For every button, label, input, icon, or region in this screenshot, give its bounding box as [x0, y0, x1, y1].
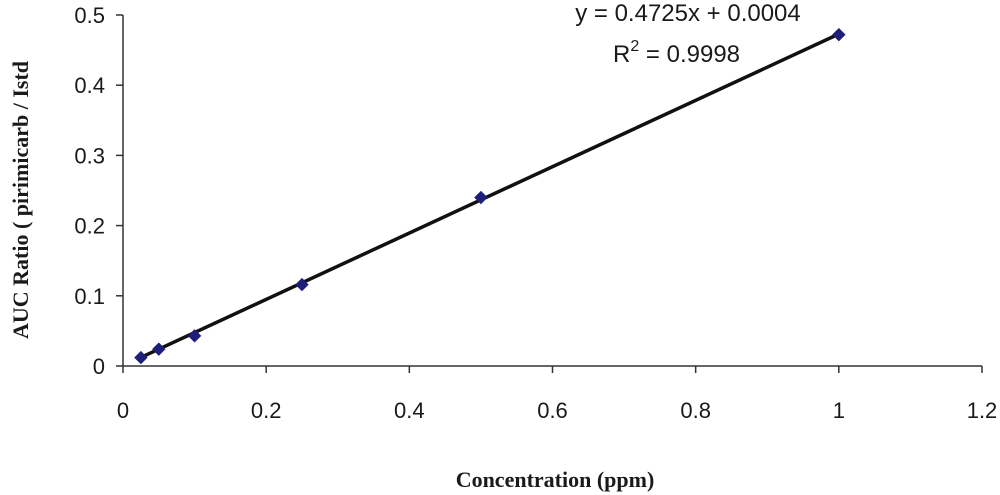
data-point	[134, 350, 148, 365]
trendline-equation: y = 0.4725x + 0.0004	[575, 0, 801, 27]
y-ticks: 0 0.1 0.2 0.3 0.4 0.5	[74, 3, 123, 379]
x-tick-label: 0.2	[251, 398, 282, 423]
x-tick-label: 1	[833, 398, 845, 423]
data-point	[474, 190, 488, 205]
y-tick-label: 0.2	[74, 214, 105, 239]
x-tick-label: 0.8	[680, 398, 711, 423]
y-axis-title: AUC Ratio ( pirimicarb / Istd	[8, 61, 33, 339]
axes	[122, 15, 982, 367]
y-tick-label: 0.1	[74, 284, 105, 309]
r-squared-label: R2 = 0.9998	[613, 38, 740, 68]
x-tick-label: 0.4	[394, 398, 425, 423]
y-tick-label: 0	[93, 354, 105, 379]
x-axis-title: Concentration (ppm)	[456, 467, 655, 492]
x-tick-label: 0.6	[537, 398, 568, 423]
trendline-group	[140, 32, 840, 360]
x-ticks: 0 0.2 0.4 0.6 0.8 1 1.2	[117, 366, 997, 423]
r-squared-symbol: R	[613, 41, 630, 68]
data-points	[134, 27, 846, 365]
data-point	[295, 277, 309, 292]
y-tick-label: 0.3	[74, 143, 105, 168]
data-point	[187, 329, 202, 343]
y-tick-label: 0.4	[74, 73, 105, 98]
r-squared-exponent: 2	[630, 38, 639, 55]
trendline	[140, 32, 840, 360]
x-tick-label: 1.2	[967, 398, 998, 423]
data-point	[832, 27, 846, 42]
y-tick-label: 0.5	[74, 3, 105, 28]
x-tick-label: 0	[117, 398, 129, 423]
r-squared-value: = 0.9998	[639, 41, 740, 68]
data-point	[152, 342, 166, 356]
